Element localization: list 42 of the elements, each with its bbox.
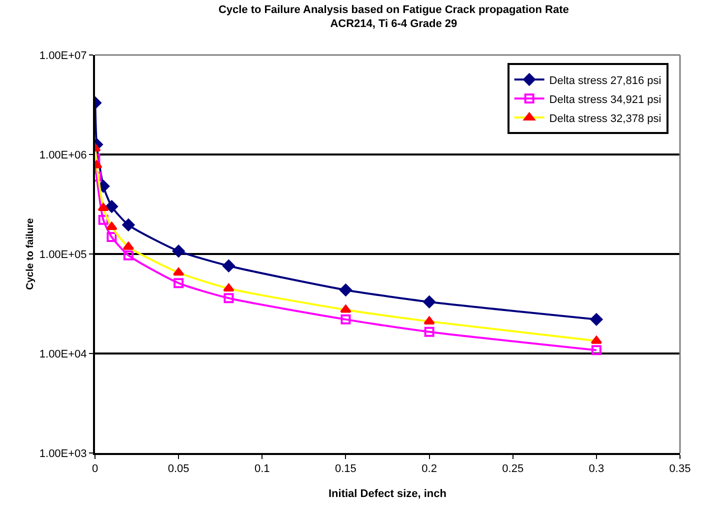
point (424, 326, 434, 337)
y-axis-title: Cycle to failure (24, 218, 36, 290)
point (106, 232, 117, 242)
y-tick-label: 1.00E+07 (39, 50, 87, 62)
x-tick-label: 0 (92, 463, 98, 476)
chart-title: Cycle to Failure Analysis based on Fatigue Crack propagation Rate ACR214, Ti 6-4 Grade 29 (218, 4, 569, 30)
point (172, 244, 185, 258)
x-tick-label: 0.25 (502, 463, 524, 476)
point (98, 214, 108, 225)
point (123, 250, 134, 260)
x-axis-title: Initial Defect size, inch (328, 488, 447, 500)
point (172, 268, 184, 276)
point (591, 345, 602, 356)
point (122, 242, 134, 250)
point (174, 278, 184, 288)
point (106, 222, 118, 230)
legend-label: Delta stress 32,378 psi (549, 112, 662, 125)
y-tick-label: 1.00E+04 (39, 348, 87, 360)
y-tick-label: 1.00E+05 (39, 248, 87, 261)
y-tick-label: 1.00E+03 (39, 448, 87, 460)
x-tick-label: 0.05 (168, 463, 190, 476)
point (590, 336, 602, 344)
point (224, 293, 234, 304)
point (340, 304, 352, 313)
point (106, 200, 118, 213)
x-tick-label: 0.2 (422, 463, 437, 476)
x-tick-label: 0.15 (335, 463, 356, 476)
point (424, 316, 435, 324)
point (98, 202, 109, 211)
point (223, 284, 234, 292)
point (122, 218, 135, 232)
legend-label: Delta stress 34,921 psi (549, 94, 662, 106)
point (340, 314, 351, 324)
x-tick-label: 0.1 (254, 463, 270, 476)
point (590, 313, 603, 326)
legend-label: Delta stress 27,816 psi (549, 74, 662, 87)
point (340, 284, 352, 296)
point (222, 260, 235, 272)
point (423, 296, 436, 308)
x-tick-label: 0.35 (669, 463, 691, 476)
y-tick-label: 1.00E+06 (39, 149, 87, 162)
x-tick-label: 0.3 (588, 463, 604, 476)
